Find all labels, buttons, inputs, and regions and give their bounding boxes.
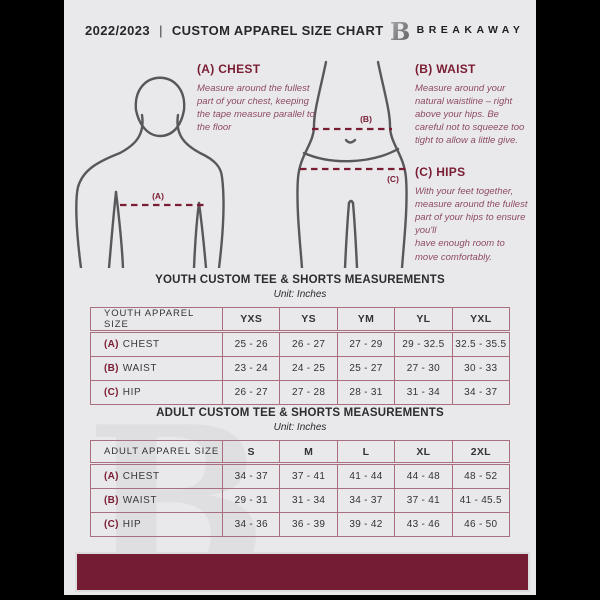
chest-guide: (A) CHEST Measure around the fullest par… [197,62,315,134]
adult-chest-row: (A) CHEST 34 - 37 37 - 41 41 - 44 44 - 48… [90,463,511,489]
row-label: CHEST [122,471,160,482]
size-header-cell: YXL [451,307,511,333]
measurement-cell: 43 - 46 [394,512,453,537]
measurement-cell: 25 - 27 [336,356,396,381]
youth-section-title: YOUTH CUSTOM TEE & SHORTS MEASUREMENTS [155,274,445,286]
measurement-cell: 46 - 50 [451,512,511,537]
measurement-cell: 34 - 37 [451,380,511,405]
row-letter: (C) [104,519,119,530]
waist-marker-label: (B) [360,114,372,124]
measurement-cell: 34 - 37 [336,488,396,513]
size-header-cell: XL [394,440,453,465]
hips-marker-label: (C) [387,174,399,184]
adult-waist-row: (B) WAIST 29 - 31 31 - 34 34 - 37 37 - 41… [90,488,511,513]
measurement-cell: 44 - 48 [394,463,453,489]
youth-size-table: YOUTH APPAREL SIZE YXS YS YM YL YXL (A) C… [90,307,511,405]
hips-guide-heading: (C) HIPS [415,165,466,179]
chest-guide-text: Measure around the fullest part of your … [197,83,315,134]
measurement-cell: 37 - 41 [394,488,453,513]
measurement-cell: 41 - 44 [336,463,396,489]
measurement-cell: 29 - 31 [221,488,281,513]
youth-size-column-header: YOUTH APPAREL SIZE [90,307,223,333]
breakaway-b-logo-icon: B [384,17,410,43]
size-header-cell: YL [394,307,453,333]
torso-figure: (A) [75,76,225,268]
youth-table-header-row: YOUTH APPAREL SIZE YXS YS YM YL YXL [90,307,511,333]
waist-guide-heading: (B) WAIST [415,62,476,76]
brand-name: BREAKAWAY [416,24,525,36]
size-header-cell: S [221,440,281,465]
size-header-cell: YM [336,307,396,333]
measurement-cell: 27 - 29 [336,331,396,357]
measurement-cell: 26 - 27 [279,331,338,357]
measurement-cell: 25 - 26 [221,331,281,357]
measurement-cell: 26 - 27 [221,380,281,405]
adult-unit-label: Unit: Inches [273,422,327,433]
measurement-cell: 29 - 32.5 [394,331,453,357]
lower-body-figure: (B) (C) [296,60,408,268]
measurement-cell: 31 - 34 [394,380,453,405]
measurement-cell: 37 - 41 [279,463,338,489]
row-letter: (B) [104,363,119,374]
hips-guide: (C) HIPS With your feet together, measur… [415,165,529,264]
youth-waist-row: (B) WAIST 23 - 24 24 - 25 25 - 27 27 - 30… [90,356,511,381]
adult-hip-row: (C) HIP 34 - 36 36 - 39 39 - 42 43 - 46 4… [90,512,511,537]
row-letter: (C) [104,387,119,398]
measurement-cell: 27 - 30 [394,356,453,381]
measurement-cell: 48 - 52 [451,463,511,489]
adult-section-title: ADULT CUSTOM TEE & SHORTS MEASUREMENTS [156,407,444,419]
measurement-cell: 31 - 34 [279,488,338,513]
measurement-cell: 34 - 37 [221,463,281,489]
measurement-cell: 32.5 - 35.5 [451,331,511,357]
page-title: 2022/2023 | CUSTOM APPAREL SIZE CHART [85,23,384,38]
measurement-cell: 27 - 28 [279,380,338,405]
measurement-cell: 36 - 39 [279,512,338,537]
size-header-cell: YXS [221,307,281,333]
youth-hip-row: (C) HIP 26 - 27 27 - 28 28 - 31 31 - 34 3… [90,380,511,405]
size-header-cell: M [279,440,338,465]
size-header-cell: L [336,440,396,465]
size-chart-page: B 2022/2023 | CUSTOM APPAREL SIZE CHART … [64,0,536,595]
row-label: HIP [122,387,142,398]
title-divider: | [159,22,163,38]
row-label: CHEST [122,339,160,350]
measurement-cell: 24 - 25 [279,356,338,381]
row-label: HIP [122,519,142,530]
youth-chest-row: (A) CHEST 25 - 26 26 - 27 27 - 29 29 - 32… [90,331,511,357]
footer-accent-bar [75,552,530,592]
row-label: WAIST [122,495,158,506]
measurement-cell: 34 - 36 [221,512,281,537]
adult-size-column-header: ADULT APPAREL SIZE [90,440,223,465]
row-label: WAIST [122,363,158,374]
waist-guide-text: Measure around your natural waistline – … [415,83,525,147]
brand-lockup: B BREAKAWAY [384,17,525,43]
size-header-cell: YS [279,307,338,333]
row-letter: (B) [104,495,119,506]
measurement-cell: 23 - 24 [221,356,281,381]
measurement-cell: 28 - 31 [336,380,396,405]
measurement-cell: 30 - 33 [451,356,511,381]
row-letter: (A) [104,339,119,350]
row-letter: (A) [104,471,119,482]
size-header-cell: 2XL [451,440,511,465]
chest-guide-heading: (A) CHEST [197,62,261,76]
chest-marker-label: (A) [152,191,164,201]
waist-guide: (B) WAIST Measure around your natural wa… [415,62,525,148]
svg-text:B: B [390,17,410,43]
adult-table-header-row: ADULT APPAREL SIZE S M L XL 2XL [90,440,511,465]
measurement-cell: 39 - 42 [336,512,396,537]
chart-title: CUSTOM APPAREL SIZE CHART [171,22,384,38]
page-header: 2022/2023 | CUSTOM APPAREL SIZE CHART B … [85,17,520,43]
hips-guide-text: With your feet together, measure around … [415,186,528,263]
measurement-cell: 41 - 45.5 [451,488,511,513]
youth-unit-label: Unit: Inches [273,289,327,300]
season-label: 2022/2023 [85,22,151,38]
adult-size-table: ADULT APPAREL SIZE S M L XL 2XL (A) CHEST… [90,440,511,537]
